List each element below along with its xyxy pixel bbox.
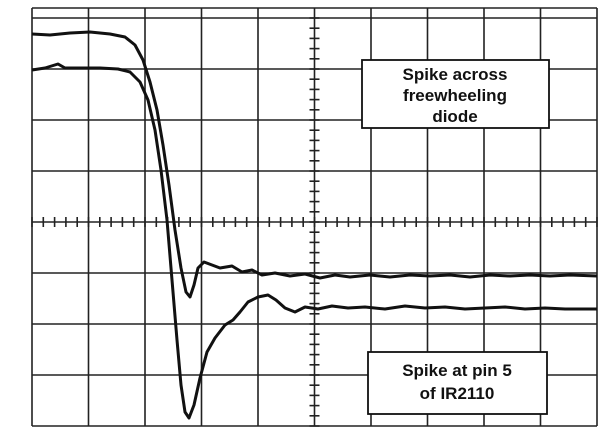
label-line: Spike at pin 5 <box>402 361 512 380</box>
label-line: freewheeling <box>403 86 507 105</box>
label-line: Spike across <box>403 65 508 84</box>
oscilloscope-screen: Spike across freewheeling diode Spike at… <box>0 0 603 435</box>
label-line: diode <box>432 107 477 126</box>
label-line: of IR2110 <box>420 384 495 403</box>
